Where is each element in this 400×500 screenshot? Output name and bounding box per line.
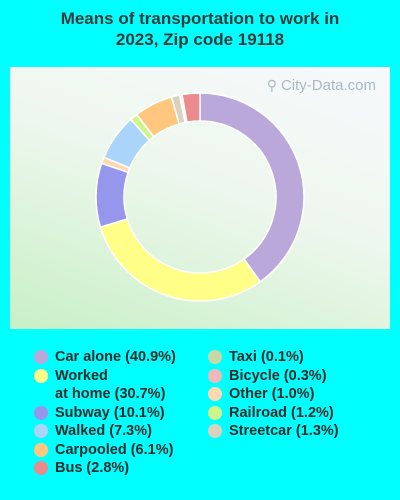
legend-item-streetcar: Streetcar (1.3%) — [208, 422, 339, 440]
legend-label: Subway (10.1%) — [55, 404, 165, 422]
legend-item-walked: Walked (7.3%) — [34, 422, 152, 440]
legend-label-line: Taxi (0.1%) — [229, 349, 304, 365]
legend-label: Bus (2.8%) — [55, 459, 129, 477]
chart-plot-area: ⚲ City-Data.com — [10, 67, 390, 329]
legend-swatch — [208, 424, 222, 438]
legend-label-line: Subway (10.1%) — [55, 404, 165, 421]
legend-label: Railroad (1.2%) — [229, 404, 334, 422]
legend-label: Streetcar (1.3%) — [229, 422, 339, 440]
legend-item-bus: Bus (2.8%) — [34, 459, 129, 477]
legend-swatch — [208, 368, 222, 383]
donut-slice-subway — [95, 162, 130, 228]
watermark-text: City-Data.com — [280, 77, 376, 94]
legend-item-subway: Subway (10.1%) — [34, 404, 165, 422]
watermark: ⚲ City-Data.com — [267, 77, 376, 94]
legend-item-taxi: Taxi (0.1%) — [208, 348, 304, 366]
legend-label: Walked (7.3%) — [55, 422, 152, 440]
legend-swatch — [34, 405, 48, 420]
chart-title-line-1: Means of transportation to work in — [60, 9, 340, 28]
legend-label-line: Bicycle (0.3%) — [229, 367, 327, 384]
legend-swatch — [208, 387, 222, 401]
chart-legend: Car alone (40.9%) Worked at home (30.7%) Su… — [0, 345, 400, 495]
legend-swatch — [34, 424, 48, 438]
legend-label-line: Streetcar (1.3%) — [229, 423, 339, 439]
legend-swatch — [34, 368, 48, 383]
legend-label-line: Walked (7.3%) — [55, 423, 152, 439]
legend-swatch — [34, 461, 48, 475]
chart-title: Means of transportation to work in 2023,… — [0, 8, 400, 50]
donut-slice-worked-at-home — [99, 218, 262, 302]
legend-label: Carpooled (6.1%) — [55, 441, 173, 459]
magnifier-icon: ⚲ — [266, 77, 277, 93]
legend-label-line: Carpooled (6.1%) — [55, 441, 174, 458]
legend-swatch — [208, 350, 222, 364]
legend-swatch — [34, 442, 48, 457]
legend-swatch — [34, 350, 48, 364]
chart-title-line-2: 2023, Zip code 19118 — [115, 30, 285, 49]
legend-label-line: Bus (2.8%) — [55, 460, 130, 476]
legend-label-line: Railroad (1.2%) — [229, 404, 334, 421]
donut-chart — [95, 92, 305, 302]
legend-label-line: Car alone (40.9%) — [55, 349, 176, 365]
donut-slice-bus — [181, 92, 201, 123]
legend-label-line: at home (30.7%) — [55, 385, 166, 402]
legend-label-line: Worked — [55, 367, 108, 384]
legend-label: Car alone (40.9%) — [55, 348, 176, 366]
legend-label: Bicycle (0.3%) — [229, 367, 327, 385]
legend-item-worked-at-home: Worked at home (30.7%) — [34, 367, 165, 403]
legend-label: Taxi (0.1%) — [229, 348, 304, 366]
legend-swatch — [208, 405, 222, 420]
donut-slice-car-alone — [199, 92, 305, 283]
legend-item-car-alone: Car alone (40.9%) — [34, 348, 176, 366]
legend-label-line: Other (1.0%) — [229, 386, 315, 402]
legend-item-carpooled: Carpooled (6.1%) — [34, 441, 173, 459]
legend-label: Worked at home (30.7%) — [55, 367, 165, 403]
legend-item-bicycle: Bicycle (0.3%) — [208, 367, 327, 385]
legend-label: Other (1.0%) — [229, 385, 314, 403]
legend-item-railroad: Railroad (1.2%) — [208, 404, 334, 422]
legend-item-other: Other (1.0%) — [208, 385, 314, 403]
